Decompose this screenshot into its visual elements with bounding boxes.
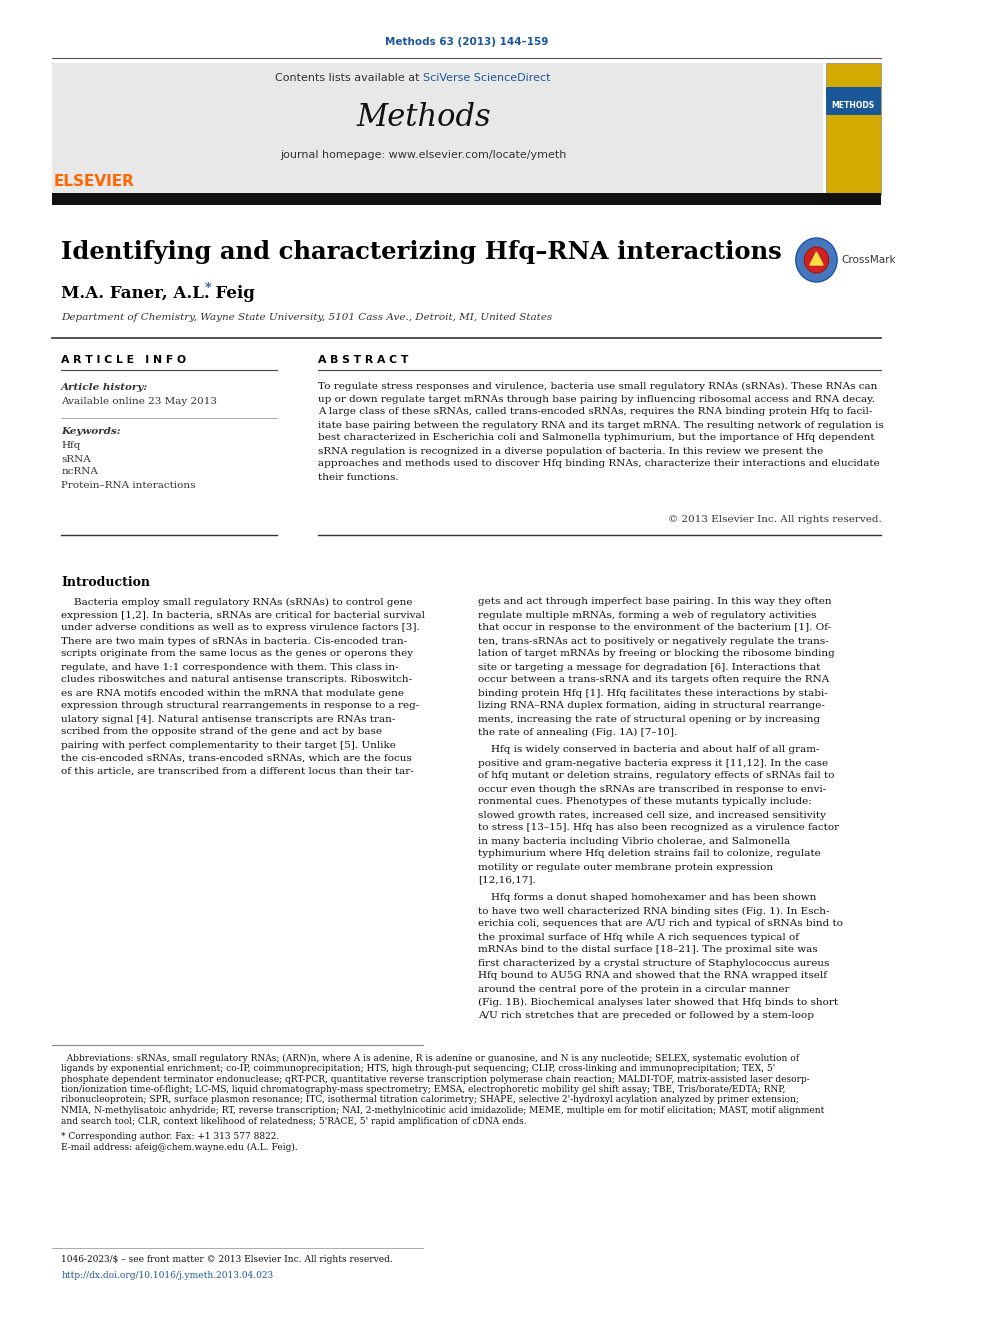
Text: ulatory signal [4]. Natural antisense transcripts are RNAs tran-: ulatory signal [4]. Natural antisense tr…: [62, 714, 396, 724]
Text: ten, trans-sRNAs act to positively or negatively regulate the trans-: ten, trans-sRNAs act to positively or ne…: [478, 636, 828, 646]
Text: to stress [13–15]. Hfq has also been recognized as a virulence factor: to stress [13–15]. Hfq has also been rec…: [478, 823, 839, 832]
Text: to have two well characterized RNA binding sites (Fig. 1). In Esch-: to have two well characterized RNA bindi…: [478, 906, 829, 916]
Text: SciVerse ScienceDirect: SciVerse ScienceDirect: [424, 73, 551, 83]
Text: Hfq is widely conserved in bacteria and about half of all gram-: Hfq is widely conserved in bacteria and …: [478, 745, 819, 754]
Text: slowed growth rates, increased cell size, and increased sensitivity: slowed growth rates, increased cell size…: [478, 811, 825, 819]
Text: There are two main types of sRNAs in bacteria. Cis-encoded tran-: There are two main types of sRNAs in bac…: [62, 636, 408, 646]
Text: METHODS: METHODS: [831, 101, 875, 110]
Text: motility or regulate outer membrane protein expression: motility or regulate outer membrane prot…: [478, 863, 773, 872]
Text: occur between a trans-sRNA and its targets often require the RNA: occur between a trans-sRNA and its targe…: [478, 676, 829, 684]
Text: mRNAs bind to the distal surface [18–21]. The proximal site was: mRNAs bind to the distal surface [18–21]…: [478, 946, 817, 954]
Text: the proximal surface of Hfq while A rich sequences typical of: the proximal surface of Hfq while A rich…: [478, 933, 799, 942]
Text: itate base pairing between the regulatory RNA and its target mRNA. The resulting: itate base pairing between the regulator…: [317, 421, 884, 430]
Text: A large class of these sRNAs, called trans-encoded sRNAs, requires the RNA bindi: A large class of these sRNAs, called tra…: [317, 407, 872, 417]
Text: erichia coli, sequences that are A/U rich and typical of sRNAs bind to: erichia coli, sequences that are A/U ric…: [478, 919, 843, 929]
Text: under adverse conditions as well as to express virulence factors [3].: under adverse conditions as well as to e…: [62, 623, 420, 632]
Text: expression through structural rearrangements in response to a reg-: expression through structural rearrangem…: [62, 701, 420, 710]
Text: and search tool; CLR, context likelihood of relatedness; 5'RACE, 5' rapid amplif: and search tool; CLR, context likelihood…: [62, 1117, 527, 1126]
Text: occur even though the sRNAs are transcribed in response to envi-: occur even though the sRNAs are transcri…: [478, 785, 826, 794]
Text: phosphate dependent terminator endonuclease; qRT-PCR, quantitative reverse trans: phosphate dependent terminator endonucle…: [62, 1074, 809, 1084]
Text: their functions.: their functions.: [317, 472, 399, 482]
Text: A/U rich stretches that are preceded or followed by a stem-loop: A/U rich stretches that are preceded or …: [478, 1011, 813, 1020]
Circle shape: [805, 247, 828, 273]
Text: Abbreviations: sRNAs, small regulatory RNAs; (ARN)n, where A is adenine, R is ad: Abbreviations: sRNAs, small regulatory R…: [62, 1053, 800, 1062]
Text: scripts originate from the same locus as the genes or operons they: scripts originate from the same locus as…: [62, 650, 414, 659]
Text: sRNA regulation is recognized in a diverse population of bacteria. In this revie: sRNA regulation is recognized in a diver…: [317, 446, 823, 455]
Text: regulate multiple mRNAs, forming a web of regulatory activities: regulate multiple mRNAs, forming a web o…: [478, 610, 816, 619]
Text: M.A. Faner, A.L. Feig: M.A. Faner, A.L. Feig: [62, 286, 255, 303]
Text: Methods: Methods: [356, 102, 491, 134]
Text: expression [1,2]. In bacteria, sRNAs are critical for bacterial survival: expression [1,2]. In bacteria, sRNAs are…: [62, 610, 426, 619]
Text: ribonucleoprotein; SPR, surface plasmon resonance; ITC, isothermal titration cal: ribonucleoprotein; SPR, surface plasmon …: [62, 1095, 799, 1105]
Text: http://dx.doi.org/10.1016/j.ymeth.2013.04.023: http://dx.doi.org/10.1016/j.ymeth.2013.0…: [62, 1270, 273, 1279]
Text: NMIA, N-methylisatoic anhydride; RT, reverse transcription; NAI, 2-methylnicotin: NMIA, N-methylisatoic anhydride; RT, rev…: [62, 1106, 824, 1115]
Text: es are RNA motifs encoded within the mRNA that modulate gene: es are RNA motifs encoded within the mRN…: [62, 688, 404, 697]
Text: [12,16,17].: [12,16,17].: [478, 876, 536, 885]
Text: Hfq forms a donut shaped homohexamer and has been shown: Hfq forms a donut shaped homohexamer and…: [478, 893, 816, 902]
Text: ments, increasing the rate of structural opening or by increasing: ments, increasing the rate of structural…: [478, 714, 820, 724]
Text: of hfq mutant or deletion strains, regulatory effects of sRNAs fail to: of hfq mutant or deletion strains, regul…: [478, 771, 834, 781]
Text: CrossMark: CrossMark: [841, 255, 896, 265]
Polygon shape: [809, 251, 823, 265]
Text: that occur in response to the environment of the bacterium [1]. Of-: that occur in response to the environmen…: [478, 623, 831, 632]
Text: Department of Chemistry, Wayne State University, 5101 Cass Ave., Detroit, MI, Un: Department of Chemistry, Wayne State Uni…: [62, 314, 553, 323]
Text: © 2013 Elsevier Inc. All rights reserved.: © 2013 Elsevier Inc. All rights reserved…: [668, 516, 881, 524]
Text: approaches and methods used to discover Hfq binding RNAs, characterize their int: approaches and methods used to discover …: [317, 459, 880, 468]
Text: binding protein Hfq [1]. Hfq facilitates these interactions by stabi-: binding protein Hfq [1]. Hfq facilitates…: [478, 688, 827, 697]
Text: in many bacteria including Vibrio cholerae, and Salmonella: in many bacteria including Vibrio choler…: [478, 836, 790, 845]
Text: around the central pore of the protein in a circular manner: around the central pore of the protein i…: [478, 984, 790, 994]
Text: regulate, and have 1:1 correspondence with them. This class in-: regulate, and have 1:1 correspondence wi…: [62, 663, 399, 672]
Text: Keywords:: Keywords:: [62, 427, 121, 437]
Text: the cis-encoded sRNAs, trans-encoded sRNAs, which are the focus: the cis-encoded sRNAs, trans-encoded sRN…: [62, 754, 412, 762]
Text: E-mail address: afeig@chem.wayne.edu (A.L. Feig).: E-mail address: afeig@chem.wayne.edu (A.…: [62, 1143, 298, 1152]
Text: Hfq bound to AU5G RNA and showed that the RNA wrapped itself: Hfq bound to AU5G RNA and showed that th…: [478, 971, 827, 980]
Bar: [52, 64, 823, 194]
Text: first characterized by a crystal structure of Staphylococcus aureus: first characterized by a crystal structu…: [478, 958, 829, 967]
Bar: [826, 64, 881, 194]
Text: A R T I C L E   I N F O: A R T I C L E I N F O: [62, 355, 186, 365]
Text: positive and gram-negative bacteria express it [11,12]. In the case: positive and gram-negative bacteria expr…: [478, 758, 828, 767]
Text: scribed from the opposite strand of the gene and act by base: scribed from the opposite strand of the …: [62, 728, 382, 737]
Text: of this article, are transcribed from a different locus than their tar-: of this article, are transcribed from a …: [62, 766, 414, 775]
Text: lation of target mRNAs by freeing or blocking the ribosome binding: lation of target mRNAs by freeing or blo…: [478, 650, 834, 659]
Text: Contents lists available at: Contents lists available at: [276, 73, 424, 83]
Text: cludes riboswitches and natural antisense transcripts. Riboswitch-: cludes riboswitches and natural antisens…: [62, 676, 413, 684]
Text: typhimurium where Hfq deletion strains fail to colonize, regulate: typhimurium where Hfq deletion strains f…: [478, 849, 820, 859]
Text: lizing RNA–RNA duplex formation, aiding in structural rearrange-: lizing RNA–RNA duplex formation, aiding …: [478, 701, 824, 710]
Bar: [52, 193, 881, 205]
Text: up or down regulate target mRNAs through base pairing by influencing ribosomal a: up or down regulate target mRNAs through…: [317, 394, 875, 404]
Text: Protein–RNA interactions: Protein–RNA interactions: [62, 480, 195, 490]
Text: Introduction: Introduction: [62, 576, 150, 589]
Text: gets and act through imperfect base pairing. In this way they often: gets and act through imperfect base pair…: [478, 598, 831, 606]
Text: ncRNA: ncRNA: [62, 467, 98, 476]
Circle shape: [796, 238, 837, 282]
Text: To regulate stress responses and virulence, bacteria use small regulatory RNAs (: To regulate stress responses and virulen…: [317, 381, 877, 390]
Text: ELSEVIER: ELSEVIER: [54, 175, 135, 189]
Text: ronmental cues. Phenotypes of these mutants typically include:: ronmental cues. Phenotypes of these muta…: [478, 798, 811, 807]
Text: 1046-2023/$ – see front matter © 2013 Elsevier Inc. All rights reserved.: 1046-2023/$ – see front matter © 2013 El…: [62, 1256, 393, 1265]
Text: Available online 23 May 2013: Available online 23 May 2013: [62, 397, 217, 406]
Text: pairing with perfect complementarity to their target [5]. Unlike: pairing with perfect complementarity to …: [62, 741, 396, 750]
Text: (Fig. 1B). Biochemical analyses later showed that Hfq binds to short: (Fig. 1B). Biochemical analyses later sh…: [478, 998, 838, 1007]
Text: Bacteria employ small regulatory RNAs (sRNAs) to control gene: Bacteria employ small regulatory RNAs (s…: [62, 598, 413, 606]
Text: Identifying and characterizing Hfq–RNA interactions: Identifying and characterizing Hfq–RNA i…: [62, 239, 782, 265]
Bar: [826, 87, 881, 115]
Text: the rate of annealing (Fig. 1A) [7–10].: the rate of annealing (Fig. 1A) [7–10].: [478, 728, 678, 737]
Text: * Corresponding author. Fax: +1 313 577 8822.: * Corresponding author. Fax: +1 313 577 …: [62, 1132, 280, 1140]
Text: A B S T R A C T: A B S T R A C T: [317, 355, 409, 365]
Text: site or targeting a message for degradation [6]. Interactions that: site or targeting a message for degradat…: [478, 663, 820, 672]
Text: tion/ionization time-of-flight; LC-MS, liquid chromatography-mass spectrometry; : tion/ionization time-of-flight; LC-MS, l…: [62, 1085, 786, 1094]
Text: *: *: [205, 283, 211, 295]
Text: journal homepage: www.elsevier.com/locate/ymeth: journal homepage: www.elsevier.com/locat…: [280, 149, 566, 160]
Text: sRNA: sRNA: [62, 455, 91, 463]
Text: Hfq: Hfq: [62, 442, 80, 451]
Text: Methods 63 (2013) 144–159: Methods 63 (2013) 144–159: [385, 37, 549, 48]
Text: best characterized in Escherichia coli and Salmonella typhimurium, but the impor: best characterized in Escherichia coli a…: [317, 434, 875, 442]
Text: Article history:: Article history:: [62, 384, 149, 393]
Text: ligands by exponential enrichment; co-IP, coimmunoprecipitation; HTS, high throu: ligands by exponential enrichment; co-IP…: [62, 1064, 776, 1073]
